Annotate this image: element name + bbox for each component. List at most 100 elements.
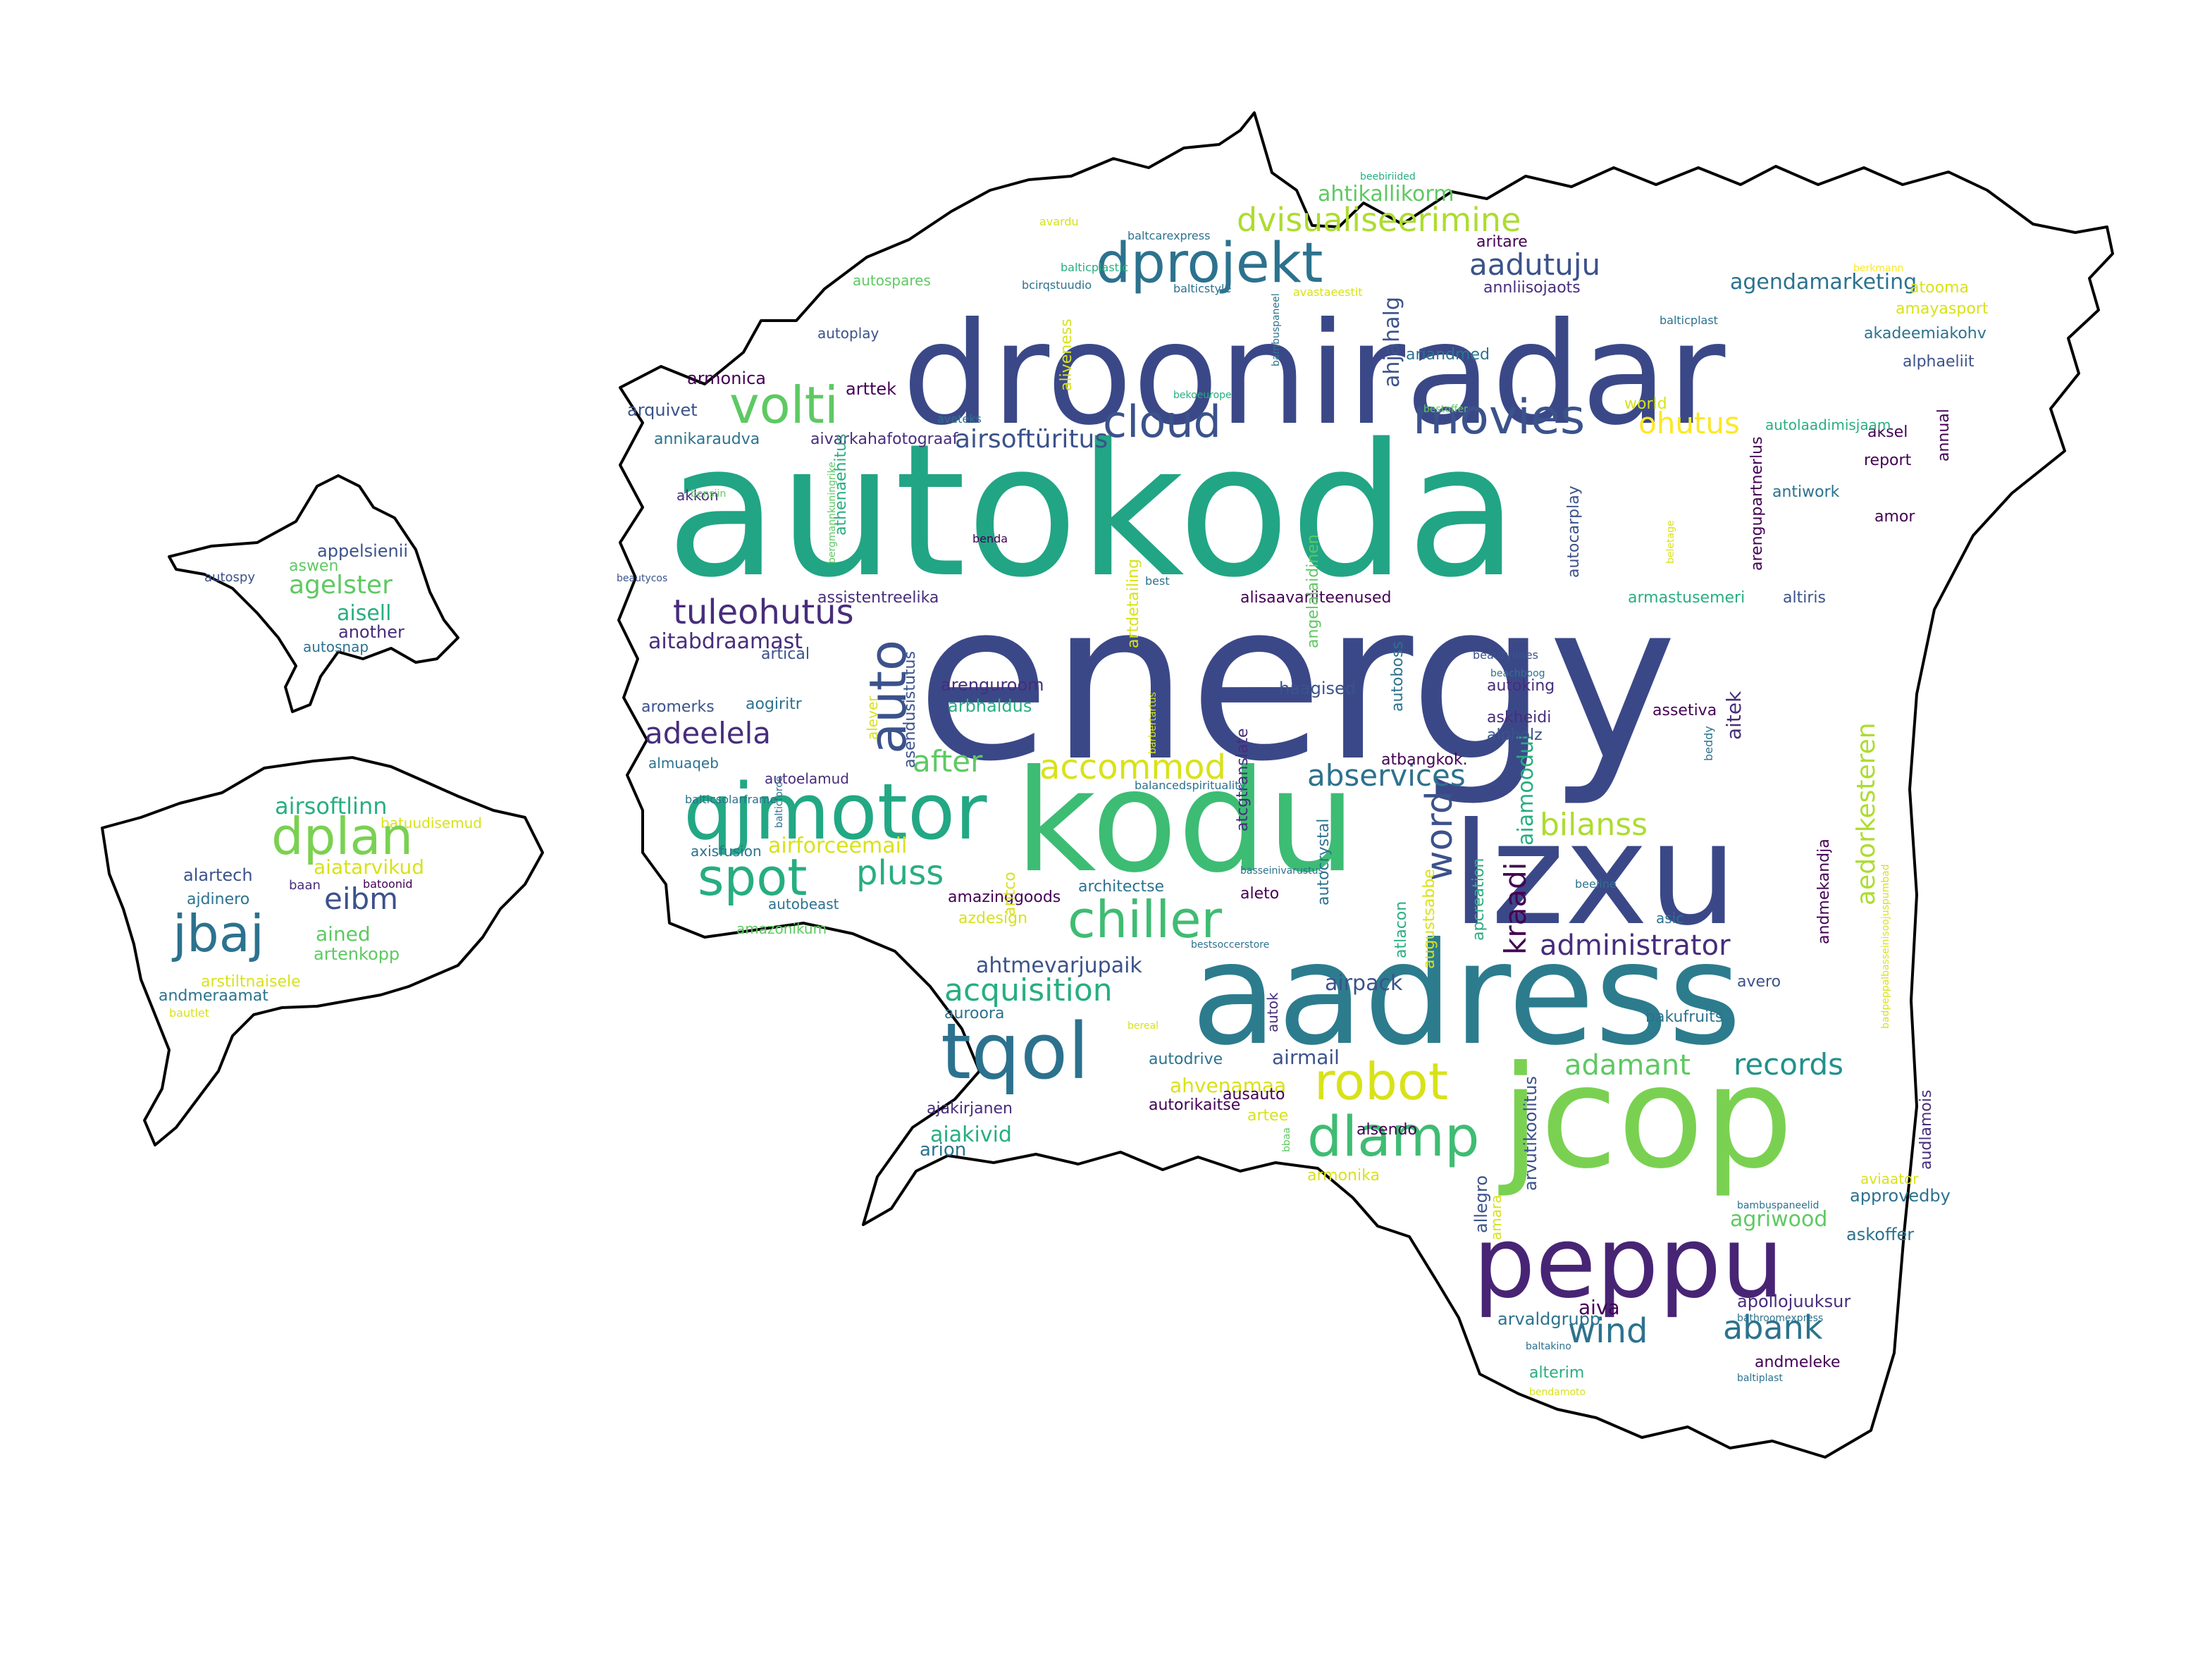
cloud-word: axisfusion [691,843,762,860]
cloud-word: autosnap [303,638,369,655]
cloud-word: drooniradar [902,292,1726,457]
cloud-word: bestoffer [1423,404,1468,415]
cloud-word: autobeast [768,896,839,913]
cloud-word: balticplast [1660,314,1718,327]
cloud-word: alsendo [1357,1121,1417,1139]
cloud-word: arvutikoolitus [1521,1076,1540,1191]
cloud-word: bendamoto [1529,1387,1586,1398]
cloud-word: qjmotor [684,767,987,857]
cloud-word: avero [1737,973,1781,991]
cloud-word: aviaator [1860,1170,1919,1187]
cloud-word: haagised [1279,679,1356,698]
cloud-word: bestsoccerstore [1191,939,1269,951]
cloud-word: annual [1935,409,1953,462]
cloud-word: andmekandja [1815,839,1833,944]
cloud-word: balticstyle [1173,282,1231,295]
cloud-word: another [338,622,404,642]
cloud-word: armonika [1307,1167,1380,1185]
cloud-word: tqol [941,1006,1089,1096]
cloud-word: cloud [1103,396,1221,447]
cloud-word: pluss [856,853,944,893]
cloud-word: autodrive [1149,1051,1223,1068]
cloud-word: batuudisemud [381,815,482,831]
cloud-word: jcop [1498,1036,1793,1200]
cloud-word: armastusemeri [1628,589,1745,607]
saaremaa-outline [101,756,544,1146]
cloud-word: autok [1264,992,1281,1032]
cloud-word: agendamarketing [1730,270,1917,295]
cloud-word: auto [858,640,917,754]
cloud-word: berkmann [1853,263,1903,274]
cloud-word: accommod [1039,748,1226,787]
cloud-word: balancedspirituality [1135,779,1246,792]
cloud-word: andmeleke [1755,1354,1841,1371]
cloud-word: autoking [1487,677,1555,695]
cloud-word: balticsolarframe [685,793,777,806]
cloud-word: almuaqeb [648,755,719,772]
cloud-word: bensiin [691,488,726,500]
cloud-word: arstiltnaisele [201,973,301,991]
cloud-word: badpeppalbasseinisoojuspumbad [1880,864,1891,1029]
cloud-word: atbangkok. [1381,751,1468,769]
cloud-word: aromerks [641,698,715,716]
cloud-word: baltakino [1526,1341,1571,1352]
cloud-word: aiatarvikud [314,855,424,879]
cloud-word: ahtmevarjupaik [976,953,1142,978]
cloud-word: baan [289,878,321,893]
cloud-word: atcgtranslate [1234,729,1252,831]
cloud-word: volti [729,376,839,435]
cloud-word: aitabdraamast [648,629,803,654]
cloud-word: abservices [1307,758,1466,793]
cloud-word: alphaeliit [1903,353,1975,371]
cloud-word: artdetailing [1125,559,1142,648]
cloud-word: aiamoodul [1514,735,1538,846]
cloud-word: aritare [1476,233,1528,251]
cloud-word: assetiva [1652,702,1717,719]
cloud-word: autolaadimisjaam [1765,416,1891,433]
cloud-word: ariandmed [1406,346,1490,364]
cloud-word: ahjahalg [1380,297,1404,388]
cloud-word: agriwood [1730,1207,1827,1232]
hiiumaa-outline [168,474,459,713]
cloud-word: dplan [271,807,413,866]
cloud-word: ausauto [1223,1086,1285,1103]
cloud-word: architectse [1078,878,1164,896]
cloud-word: assistentreelika [817,589,939,607]
cloud-word: bathroomexpress [1737,1313,1823,1324]
cloud-word: jbaj [171,904,264,963]
cloud-word: ahtikallikorm [1318,182,1454,206]
cloud-word: balticforce [774,776,785,828]
word-cloud-words: autokoda energy drooniradar aadress jcop… [159,171,1989,1398]
cloud-word: aleto [1240,885,1279,903]
cloud-word: antiwork [1772,483,1840,501]
cloud-word: robot [1314,1052,1448,1111]
cloud-word: bekoeurope [1173,390,1232,401]
cloud-word: annikaraudva [654,431,760,448]
cloud-word: airsoftlinn [275,793,388,819]
cloud-word: arvaldgrupp [1497,1309,1600,1329]
cloud-word: after [913,744,983,779]
cloud-word: word [1419,791,1461,881]
cloud-word: aitek [1722,691,1745,740]
cloud-word: azdesign [958,910,1027,927]
cloud-word: beachboog [1490,668,1545,679]
cloud-word: best [1145,574,1170,588]
cloud-word: aswen [289,557,338,575]
cloud-word: kraadi [1498,862,1533,955]
cloud-word: autocarplay [1565,485,1583,578]
cloud-word: bakufruits [1645,1008,1723,1026]
cloud-word: askheidi [1487,709,1551,726]
cloud-word: atlacon [1392,901,1410,958]
cloud-word: bcirqstuudio [1022,278,1092,292]
cloud-word: ajakirjanen [927,1100,1013,1118]
cloud-word: kodu [1015,740,1357,904]
cloud-word: world [1624,395,1667,413]
cloud-word: altiris [1783,589,1826,607]
cloud-word: records [1734,1047,1843,1082]
cloud-word: airsoftüritus [955,425,1108,454]
cloud-word: approvedby [1850,1186,1951,1206]
cloud-word: acquisition [944,972,1113,1008]
cloud-word: bbaa [1281,1127,1292,1152]
cloud-word: eibm [324,882,398,916]
cloud-word: autorikaitse [1149,1096,1240,1114]
